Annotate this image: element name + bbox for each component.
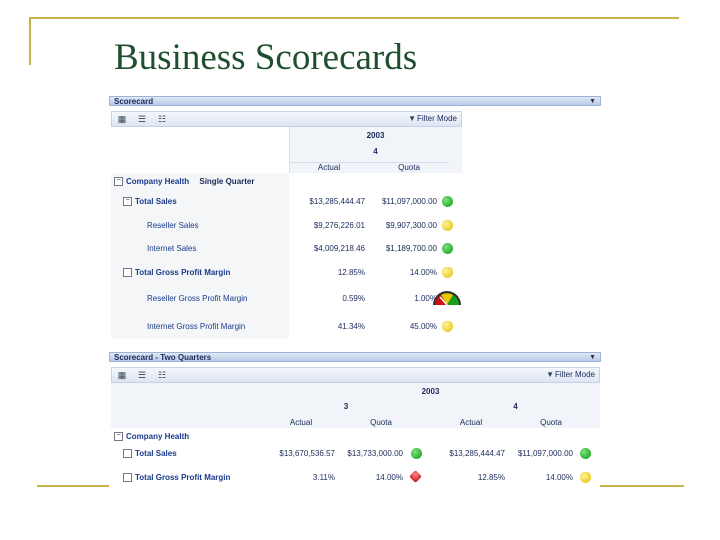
actual-value: $4,009,218.46 (313, 244, 365, 253)
quota-value-q3: 14.00% (375, 473, 403, 482)
collapse-toggle-icon[interactable]: − (114, 432, 123, 442)
group-row[interactable]: − Company Health (114, 432, 314, 442)
collapse-toggle-icon[interactable]: − (123, 197, 132, 207)
scorecard-two-quarters-title: Scorecard - Two Quarters (114, 353, 212, 362)
collapse-icon[interactable]: ☷ (157, 370, 167, 380)
yellow-status-indicator-icon (580, 472, 591, 483)
quota-value: 45.00% (409, 322, 437, 331)
kpi-name: Internet Sales (147, 244, 197, 253)
quota-value: 1.00% (414, 294, 437, 303)
kpi-row-label[interactable]: − Total Sales (123, 197, 281, 207)
actual-column-header: Actual (289, 418, 313, 427)
scorecard-two-quarters-grid: 2003 3 4 Actual Quota Actual Quota − Comp… (111, 383, 600, 491)
yellow-status-indicator-icon (442, 220, 453, 231)
quota-column-header: Quota (369, 162, 449, 172)
kpi-row-label[interactable]: Total Gross Profit Margin (123, 268, 281, 278)
quota-value-q3: $13,733,000.00 (347, 449, 403, 458)
actual-value: 0.59% (342, 294, 365, 303)
actual-value: 12.85% (337, 268, 365, 277)
chevron-down-icon[interactable]: ▼ (589, 98, 596, 105)
kpi-row-label[interactable]: Total Gross Profit Margin (123, 473, 263, 483)
quota-value: 14.00% (409, 268, 437, 277)
expand-toggle-icon[interactable] (123, 449, 132, 459)
group-label: Company Health (126, 177, 190, 186)
decorative-rule-bottom-right (600, 485, 684, 487)
decorative-rule-top (29, 17, 679, 19)
actual-value-q3: 3.11% (312, 473, 335, 482)
expand-icon[interactable]: ☰ (137, 370, 147, 380)
expand-icon[interactable]: ☰ (137, 114, 147, 124)
gauge-indicator-icon (433, 291, 461, 306)
kpi-name: Total Sales (135, 197, 177, 206)
quota-column-header: Quota (540, 418, 562, 427)
kpi-name: Total Gross Profit Margin (135, 268, 231, 277)
group-label: Company Health (126, 432, 190, 441)
group-row[interactable]: − Company Health Single Quarter (114, 177, 289, 187)
expand-toggle-icon[interactable] (123, 473, 132, 483)
filter-mode-button[interactable]: ▼Filter Mode (546, 370, 595, 379)
expand-toggle-icon[interactable] (123, 268, 132, 278)
scorecard-two-quarters-header[interactable]: Scorecard - Two Quarters ▼ (109, 352, 601, 362)
kpi-name: Reseller Sales (147, 221, 199, 230)
green-status-indicator-icon (411, 448, 422, 459)
actual-value-q4: $13,285,444.47 (449, 449, 505, 458)
actual-value-q4: 12.85% (477, 473, 505, 482)
actual-column-header: Actual (459, 418, 483, 427)
kpi-row-label[interactable]: Reseller Sales (147, 221, 281, 230)
kpi-row-label[interactable]: Internet Sales (147, 244, 281, 253)
kpi-row-label[interactable]: Reseller Gross Profit Margin (147, 294, 281, 303)
yellow-status-indicator-icon (442, 267, 453, 278)
green-status-indicator-icon (580, 448, 591, 459)
actual-value: 41.34% (337, 322, 365, 331)
scorecard-grid: 2003 4 Actual Quota − Company Health Sing… (111, 127, 462, 339)
filter-mode-button[interactable]: ▼Filter Mode (408, 114, 457, 123)
red-status-indicator-icon (409, 470, 422, 483)
scorecard-two-quarters-toolbar: ▦ ☰ ☷ ▼Filter Mode (111, 367, 600, 383)
slide-title: Business Scorecards (114, 37, 418, 78)
funnel-icon: ▼ (546, 370, 554, 379)
year-header: 2003 (366, 131, 385, 140)
decorative-rule-bottom-left (37, 485, 109, 487)
kpi-row-label[interactable]: Internet Gross Profit Margin (147, 322, 281, 331)
quarter-header-3: 3 (343, 402, 349, 411)
yellow-status-indicator-icon (442, 321, 453, 332)
scorecard-title: Scorecard (114, 97, 154, 106)
kpi-row-label[interactable]: Total Sales (123, 449, 263, 459)
green-status-indicator-icon (442, 243, 453, 254)
grid-icon[interactable]: ▦ (117, 114, 127, 124)
decorative-rule-vertical (29, 17, 31, 65)
collapse-icon[interactable]: ☷ (157, 114, 167, 124)
chevron-down-icon[interactable]: ▼ (589, 354, 596, 361)
grid-header-bg (289, 127, 462, 173)
grid-icon[interactable]: ▦ (117, 370, 127, 380)
actual-column-header: Actual (289, 162, 369, 172)
quota-value-q4: 14.00% (545, 473, 573, 482)
quota-value-q4: $11,097,000.00 (517, 449, 573, 458)
actual-value-q3: $13,670,536.57 (279, 449, 335, 458)
collapse-toggle-icon[interactable]: − (114, 177, 123, 187)
quota-column-header: Quota (370, 418, 392, 427)
kpi-name: Total Sales (135, 449, 177, 458)
kpi-name: Total Gross Profit Margin (135, 473, 231, 482)
quota-value: $9,907,300.00 (385, 221, 437, 230)
funnel-icon: ▼ (408, 114, 416, 123)
actual-value: $9,276,226.01 (313, 221, 365, 230)
kpi-name: Internet Gross Profit Margin (147, 322, 246, 331)
quota-value: $11,097,000.00 (381, 197, 437, 206)
year-header: 2003 (421, 387, 440, 396)
grid-header-bg (111, 383, 600, 428)
kpi-name: Reseller Gross Profit Margin (147, 294, 248, 303)
scorecard-header[interactable]: Scorecard ▼ (109, 96, 601, 106)
grid-label-bg (111, 173, 289, 339)
quota-value: $1,189,700.00 (385, 244, 437, 253)
actual-value: $13,285,444.47 (309, 197, 365, 206)
green-status-indicator-icon (442, 196, 453, 207)
group-sublabel: Single Quarter (199, 177, 255, 186)
quarter-header: 4 (373, 147, 378, 156)
scorecard-toolbar: ▦ ☰ ☷ ▼Filter Mode (111, 111, 462, 127)
quarter-header-4: 4 (513, 402, 518, 411)
